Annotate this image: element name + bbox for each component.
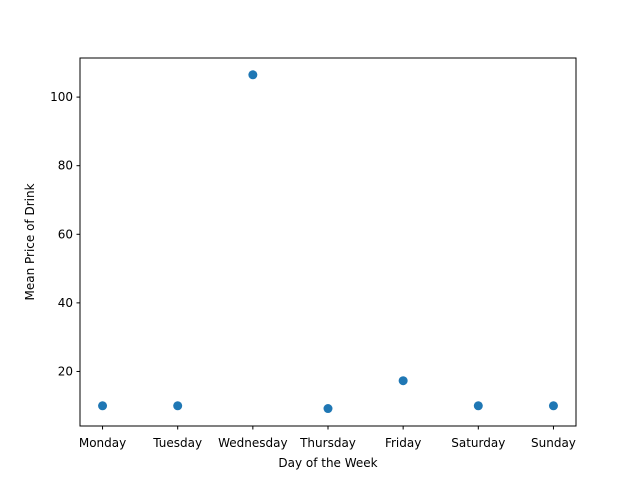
y-axis-ticks: 20 40 60 80 100 bbox=[50, 90, 80, 378]
data-point bbox=[473, 401, 483, 411]
y-tick-label: 20 bbox=[58, 364, 73, 378]
x-tick-label: Saturday bbox=[451, 436, 505, 450]
x-tick-label: Thursday bbox=[299, 436, 356, 450]
x-axis-ticks: Monday Tuesday Wednesday Thursday Friday Satu… bbox=[79, 426, 576, 450]
data-point bbox=[173, 401, 183, 411]
y-tick-label: 100 bbox=[50, 90, 73, 104]
data-point bbox=[98, 401, 108, 411]
data-point bbox=[248, 70, 258, 80]
y-axis-label: Mean Price of Drink bbox=[23, 183, 37, 300]
data-point bbox=[398, 376, 408, 386]
data-point bbox=[548, 401, 558, 411]
x-tick-label: Monday bbox=[79, 436, 126, 450]
plot-area bbox=[79, 57, 577, 427]
data-points bbox=[98, 70, 558, 414]
x-tick-label: Sunday bbox=[531, 436, 576, 450]
y-tick-label: 40 bbox=[58, 296, 73, 310]
x-tick-label: Friday bbox=[385, 436, 421, 450]
data-point bbox=[323, 404, 333, 414]
y-tick-label: 60 bbox=[58, 227, 73, 241]
x-axis-label: Day of the Week bbox=[278, 456, 377, 470]
x-tick-label: Wednesday bbox=[218, 436, 287, 450]
y-tick-label: 80 bbox=[58, 159, 73, 173]
x-tick-label: Tuesday bbox=[152, 436, 202, 450]
